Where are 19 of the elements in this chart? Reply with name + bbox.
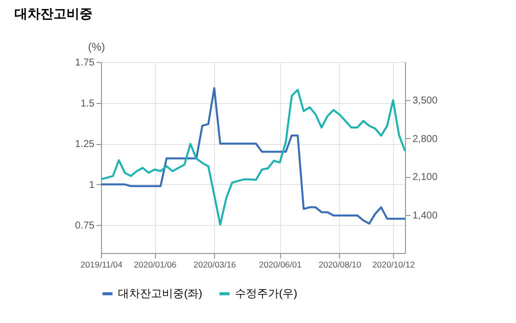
y-tick-label: 0.75 — [75, 220, 95, 232]
y2-tick-label: 2,800 — [412, 134, 438, 145]
y2-tick-label: 2,100 — [412, 172, 438, 184]
legend-label: 대차잔고비중(좌) — [118, 288, 202, 300]
y2-tick-label: 3,500 — [412, 96, 438, 107]
y-tick-label: 1.75 — [75, 58, 95, 68]
y-tick-label: 1.25 — [75, 139, 95, 150]
y-tick-label: 1.5 — [80, 98, 95, 110]
x-tick-label: 2020/10/12 — [372, 260, 416, 270]
y-tick-label: 1 — [88, 180, 95, 191]
x-tick-label: 2020/08/10 — [318, 260, 362, 270]
y-axis-title: (%) — [88, 42, 106, 54]
x-tick-label: 2020/06/01 — [259, 260, 302, 270]
chart-title: 대차잔고비중 — [14, 6, 93, 21]
x-tick-label: 2020/03/16 — [193, 260, 236, 270]
y2-tick-label: 1,400 — [412, 210, 438, 222]
x-tick-label: 2019/11/04 — [80, 260, 123, 270]
x-tick-label: 2020/01/06 — [134, 260, 177, 270]
legend-label: 수정주가(우) — [235, 288, 298, 300]
